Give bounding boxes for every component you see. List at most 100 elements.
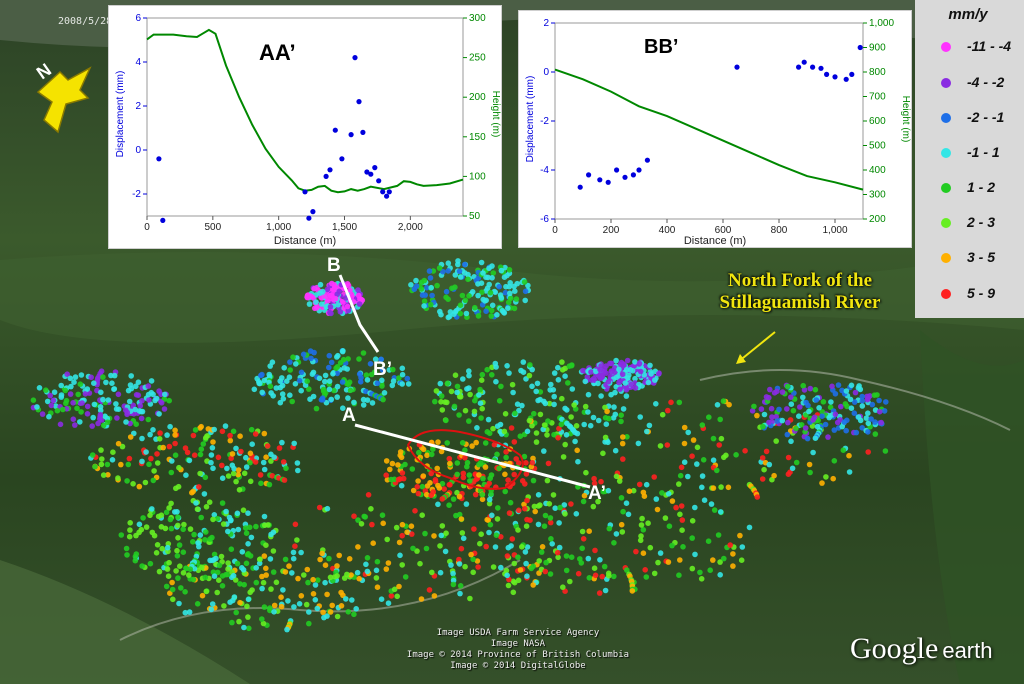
chart-aa-displacement-point	[372, 165, 378, 171]
chart-bb-displacement-point	[644, 157, 650, 163]
chart-bb-displacement-point	[605, 179, 611, 185]
legend-label: -4 - -2	[967, 74, 1005, 90]
legend-label: -2 - -1	[967, 109, 1005, 125]
chart-aa-title: AA’	[259, 40, 296, 65]
chart-aa-y-left-tick-label: 4	[135, 57, 141, 68]
legend-item: 2 - 3	[915, 213, 1024, 233]
chart-bb-x-tick-label: 800	[771, 225, 788, 236]
chart-aa-x-tick-label: 2,000	[398, 222, 423, 233]
north-arrow-icon: N	[33, 60, 92, 134]
chart-aa-plot-frame	[146, 17, 464, 217]
chart-aa-displacement-point	[352, 55, 358, 61]
chart-aa-displacement-point	[356, 99, 362, 105]
legend-item: 3 - 5	[915, 248, 1024, 268]
chart-bb-displacement-point	[843, 76, 849, 82]
chart-bb-y-left-tick-label: 2	[543, 18, 549, 29]
chart-bb-displacement-point	[857, 44, 863, 51]
chart-aa-y-right-tick-label: 50	[469, 211, 481, 222]
legend-swatch	[941, 148, 951, 158]
chart-bb-displacement-point	[818, 65, 824, 71]
chart-bb-plot-frame	[554, 22, 864, 220]
chart-bb-ylabel-left: Displacement (mm)	[525, 76, 536, 163]
chart-bb-displacement-point	[636, 167, 642, 173]
chart-bb-height-line	[554, 68, 864, 191]
chart-bb-y-right-tick-label: 900	[869, 43, 886, 54]
legend-swatch	[941, 42, 951, 52]
chart-aa-displacement-point	[368, 171, 374, 177]
river-label-line-2: Stillaguamish River	[719, 292, 881, 313]
chart-aa-y-right-tick-label: 300	[469, 13, 486, 24]
chart-aa-y-right-tick-label: 250	[469, 53, 486, 64]
chart-bb-y-left-tick-label: -2	[540, 116, 549, 127]
chart-aa-x-tick-label: 0	[144, 222, 150, 233]
chart-bb-x-tick-label: 400	[659, 225, 676, 236]
chart-bb-displacement-point	[832, 74, 838, 80]
google-earth-logo: Google earth	[850, 632, 992, 666]
chart-aa-y-left-tick-label: 2	[135, 101, 141, 112]
chart-aa-displacement-point	[332, 127, 338, 133]
chart-bb-displacement-point	[824, 71, 830, 77]
chart-aa-y-left-tick-label: 6	[135, 13, 141, 24]
river-label-line-1: North Fork of the	[727, 270, 873, 291]
credit-line: Image USDA Farm Service Agency	[436, 628, 600, 638]
chart-bb-y-left-tick-label: -6	[540, 214, 549, 225]
legend-label: -1 - 1	[967, 144, 1000, 160]
chart-bb-displacement-point	[614, 167, 620, 173]
chart-bb-y-left-tick-label: -4	[540, 165, 549, 176]
chart-aa-displacement-point	[339, 156, 345, 162]
chart-aa-y-left-tick-label: -2	[132, 189, 141, 200]
legend-item: 5 - 9	[915, 284, 1024, 304]
chart-bb-y-right-tick-label: 200	[869, 214, 886, 225]
velocity-legend: mm/y -11 - -4 -4 - -2 -2 - -1 -1 - 1 1 -…	[915, 0, 1024, 318]
legend-item: -2 - -1	[915, 108, 1024, 128]
credit-line: Image © 2014 DigitalGlobe	[450, 661, 586, 671]
chart-bb-title: BB’	[644, 36, 678, 58]
chart-bb-panel: BB’ Distance (m) Displacement (mm) Heigh…	[518, 10, 912, 248]
chart-aa-displacement-point	[364, 169, 370, 175]
legend-swatch	[941, 289, 951, 299]
chart-aa-height-line	[146, 28, 464, 194]
chart-bb-x-tick-label: 200	[603, 225, 620, 236]
chart-bb-y-right-tick-label: 700	[869, 92, 886, 103]
chart-aa-y-left-tick-label: 0	[135, 145, 141, 156]
chart-bb-y-right-tick-label: 500	[869, 141, 886, 152]
chart-bb-displacement-point	[622, 174, 628, 180]
chart-aa-x-tick-label: 1,500	[332, 222, 357, 233]
chart-aa-displacement-point	[360, 129, 366, 135]
legend-label: 1 - 2	[967, 179, 996, 195]
chart-bb: BB’ Distance (m) Displacement (mm) Heigh…	[525, 18, 911, 247]
legend-swatch	[941, 78, 951, 88]
chart-aa-x-tick-label: 1,000	[266, 222, 291, 233]
chart-aa-panel: AA’ Distance (m) Displacement (mm) Heigh…	[108, 5, 502, 249]
legend-swatch	[941, 183, 951, 193]
chart-aa-displacement-point	[156, 156, 162, 162]
chart-bb-y-right-tick-label: 600	[869, 116, 886, 127]
imagery-credits: Image USDA Farm Service Agency Image NAS…	[398, 628, 638, 672]
chart-aa-displacement-point	[323, 173, 329, 179]
chart-bb-displacement-point	[630, 172, 636, 178]
credit-line: Image NASA	[490, 639, 546, 649]
legend-label: 5 - 9	[967, 285, 996, 301]
chart-aa-displacement-point	[384, 193, 390, 199]
chart-aa-displacement-point	[348, 132, 354, 138]
google-earth-logo-word-2: earth	[942, 638, 993, 663]
chart-aa-x-tick-label: 500	[204, 222, 221, 233]
legend-label: 3 - 5	[967, 249, 996, 265]
chart-bb-displacement-point	[597, 177, 603, 183]
chart-bb-displacement-point	[586, 172, 592, 178]
chart-aa-displacement-point	[376, 178, 382, 184]
chart-bb-displacement-point	[810, 64, 816, 70]
river-label: North Fork of the Stillaguamish River	[680, 270, 920, 314]
legend-item: 1 - 2	[915, 178, 1024, 198]
legend-swatch	[941, 253, 951, 263]
chart-bb-xlabel: Distance (m)	[684, 235, 746, 247]
legend-label: -11 - -4	[967, 38, 1012, 54]
legend-item: -11 - -4	[915, 37, 1024, 57]
chart-aa-ylabel-left: Displacement (mm)	[115, 71, 126, 158]
chart-bb-displacement-point	[849, 71, 855, 77]
chart-aa-y-right-tick-label: 150	[469, 132, 486, 143]
chart-aa: AA’ Distance (m) Displacement (mm) Heigh…	[115, 13, 501, 247]
chart-bb-y-right-tick-label: 800	[869, 67, 886, 78]
chart-aa-displacement-point	[302, 189, 308, 195]
legend-swatch	[941, 218, 951, 228]
